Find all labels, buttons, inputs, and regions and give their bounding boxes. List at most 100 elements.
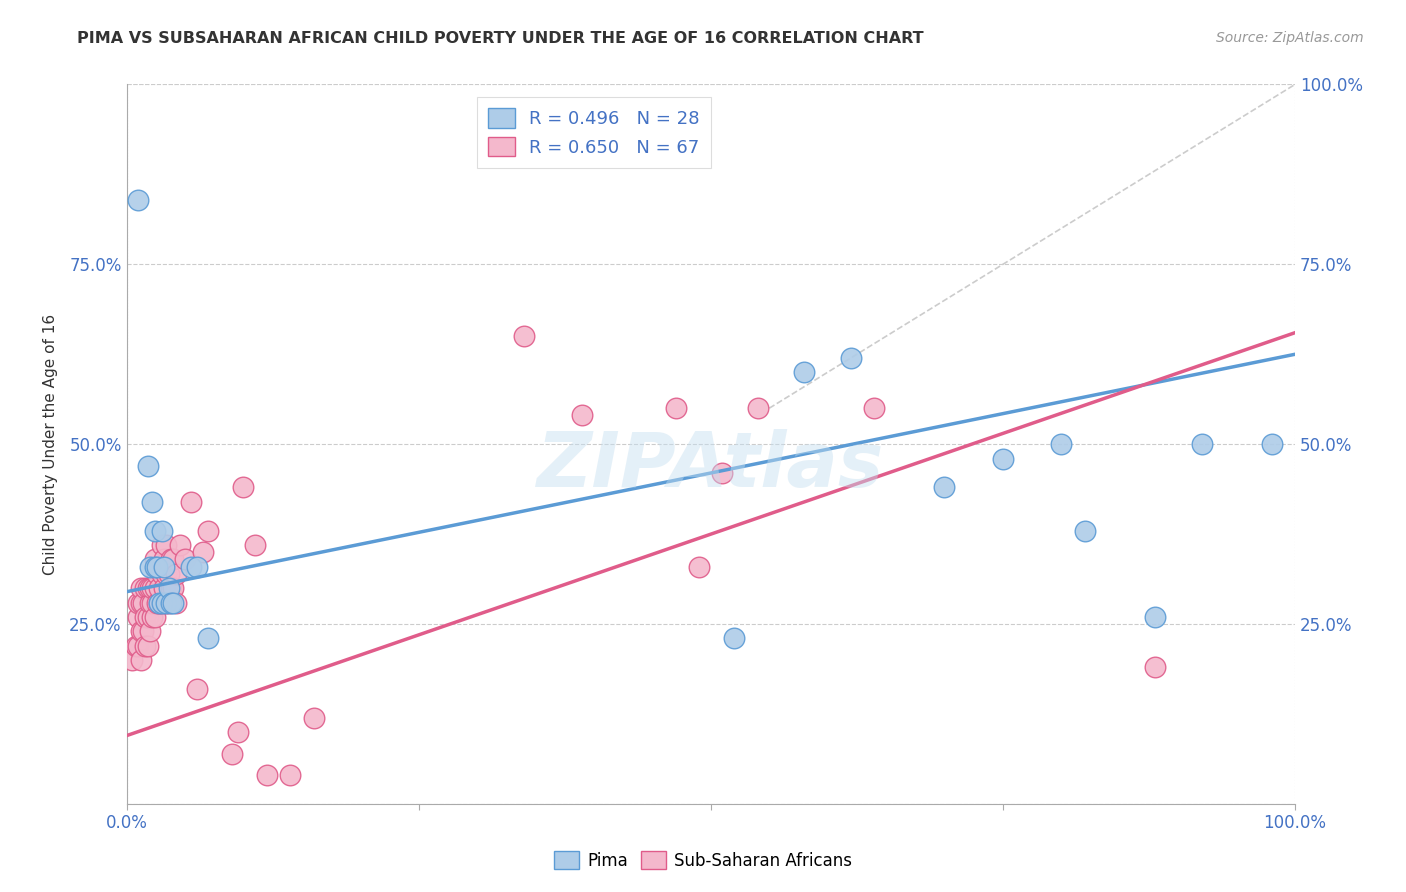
Point [571,409,593,423]
Point [513,329,536,343]
Legend: Pima, Sub-Saharan Africans: Pima, Sub-Saharan Africans [547,845,859,877]
Point [991,451,1014,466]
Point [121,653,143,667]
Point [129,581,152,595]
Point [162,581,184,595]
Point [191,545,214,559]
Point [747,401,769,416]
Point [186,681,208,696]
Point [153,552,176,566]
Point [665,401,688,416]
Point [143,581,166,595]
Point [160,595,183,609]
Point [934,480,956,494]
Point [129,595,152,609]
Point [127,595,149,609]
Point [129,653,152,667]
Point [160,581,183,595]
Point [150,566,173,581]
Point [136,458,159,473]
Point [139,624,162,639]
Point [146,566,169,581]
Point [160,552,183,566]
Text: Source: ZipAtlas.com: Source: ZipAtlas.com [1216,31,1364,45]
Point [141,581,163,595]
Point [125,639,148,653]
Point [143,552,166,566]
Point [1143,610,1166,624]
Point [226,725,249,739]
Point [165,566,187,581]
Point [127,639,149,653]
Point [157,581,180,595]
Point [148,595,170,609]
Point [180,495,202,509]
Point [162,552,184,566]
Point [136,610,159,624]
Point [155,595,177,609]
Point [134,610,156,624]
Point [232,480,254,494]
Point [197,632,219,646]
Point [143,559,166,574]
Point [139,595,162,609]
Point [148,581,170,595]
Point [143,610,166,624]
Point [793,365,815,379]
Y-axis label: Child Poverty Under the Age of 16: Child Poverty Under the Age of 16 [44,314,58,574]
Text: ZIPAtlas: ZIPAtlas [537,429,884,503]
Point [141,610,163,624]
Point [141,495,163,509]
Point [278,768,301,782]
Point [146,595,169,609]
Point [127,193,149,207]
Point [1143,660,1166,674]
Point [136,639,159,653]
Point [150,538,173,552]
Point [1260,437,1282,451]
Point [129,624,152,639]
Point [153,581,176,595]
Point [839,351,862,365]
Point [150,595,173,609]
Point [162,595,184,609]
Point [723,632,745,646]
Point [169,538,191,552]
Point [146,559,169,574]
Point [186,559,208,574]
Point [139,581,162,595]
Point [155,595,177,609]
Point [1191,437,1213,451]
Point [139,559,162,574]
Point [688,559,710,574]
Point [155,566,177,581]
Point [148,595,170,609]
Point [155,538,177,552]
Point [134,581,156,595]
Point [1050,437,1073,451]
Point [132,624,155,639]
Point [127,610,149,624]
Point [143,524,166,538]
Point [157,566,180,581]
Point [302,711,325,725]
Point [711,466,734,480]
Point [136,581,159,595]
Point [141,595,163,609]
Point [221,747,243,761]
Point [153,559,176,574]
Point [150,595,173,609]
Point [197,524,219,538]
Point [863,401,886,416]
Point [157,595,180,609]
Point [256,768,278,782]
Point [243,538,266,552]
Point [134,639,156,653]
Point [174,552,197,566]
Point [150,524,173,538]
Legend: R = 0.496   N = 28, R = 0.650   N = 67: R = 0.496 N = 28, R = 0.650 N = 67 [477,97,711,168]
Text: PIMA VS SUBSAHARAN AFRICAN CHILD POVERTY UNDER THE AGE OF 16 CORRELATION CHART: PIMA VS SUBSAHARAN AFRICAN CHILD POVERTY… [77,31,924,46]
Point [180,559,202,574]
Point [132,595,155,609]
Point [1073,524,1095,538]
